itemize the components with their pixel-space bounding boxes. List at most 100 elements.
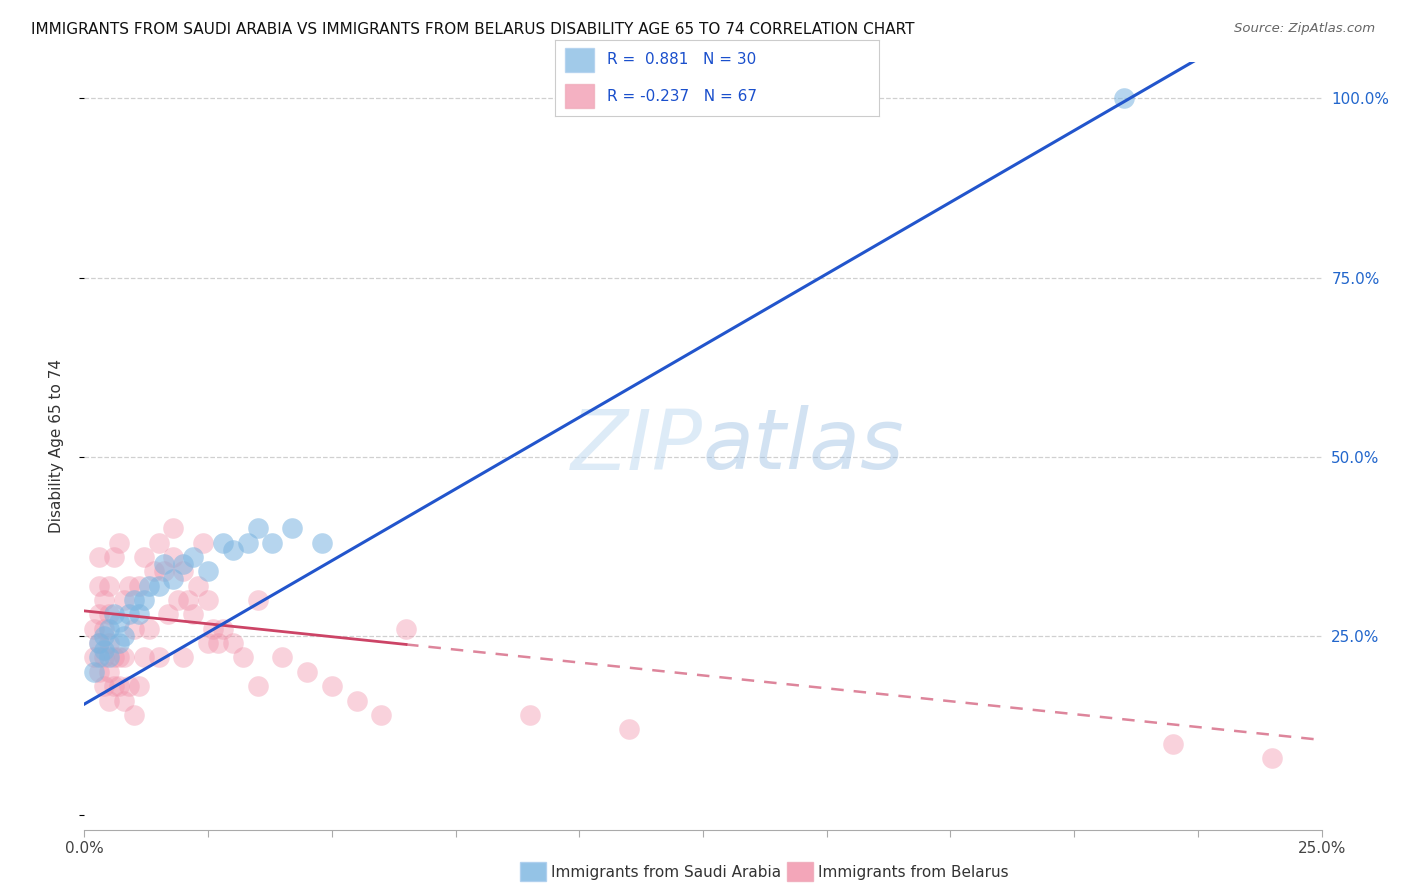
Point bbox=[1112, 91, 1135, 105]
Text: IMMIGRANTS FROM SAUDI ARABIA VS IMMIGRANTS FROM BELARUS DISABILITY AGE 65 TO 74 : IMMIGRANTS FROM SAUDI ARABIA VS IMMIGRAN… bbox=[31, 22, 914, 37]
Point bbox=[212, 622, 235, 636]
Point bbox=[162, 550, 184, 565]
Point bbox=[142, 565, 165, 579]
Point bbox=[122, 593, 145, 607]
Point bbox=[167, 593, 190, 607]
Point bbox=[191, 536, 214, 550]
Text: R = -0.237   N = 67: R = -0.237 N = 67 bbox=[607, 88, 756, 103]
Point bbox=[89, 650, 111, 665]
Point bbox=[138, 579, 160, 593]
Point bbox=[222, 636, 245, 650]
Point bbox=[93, 679, 115, 693]
Point bbox=[132, 593, 155, 607]
Point bbox=[148, 650, 170, 665]
Point bbox=[321, 679, 343, 693]
Point bbox=[93, 629, 115, 643]
Point bbox=[132, 650, 155, 665]
Point bbox=[181, 550, 204, 565]
Point bbox=[246, 521, 269, 535]
Y-axis label: Disability Age 65 to 74: Disability Age 65 to 74 bbox=[49, 359, 63, 533]
Point bbox=[222, 543, 245, 558]
Point bbox=[112, 693, 135, 707]
Point bbox=[93, 643, 115, 657]
Point bbox=[202, 622, 225, 636]
Point bbox=[148, 536, 170, 550]
Point bbox=[207, 636, 229, 650]
Point bbox=[83, 622, 105, 636]
Point bbox=[236, 536, 259, 550]
Point bbox=[162, 572, 184, 586]
Point bbox=[93, 593, 115, 607]
Point bbox=[157, 607, 180, 622]
Point bbox=[1161, 737, 1184, 751]
Point bbox=[122, 622, 145, 636]
Point bbox=[122, 707, 145, 722]
Point bbox=[98, 607, 121, 622]
Point bbox=[108, 650, 131, 665]
Point bbox=[172, 565, 194, 579]
Point bbox=[172, 650, 194, 665]
Point bbox=[197, 636, 219, 650]
Point bbox=[98, 636, 121, 650]
Point bbox=[370, 707, 392, 722]
Point bbox=[89, 550, 111, 565]
Point bbox=[112, 629, 135, 643]
Point bbox=[271, 650, 294, 665]
Point bbox=[98, 650, 121, 665]
Text: ZIP: ZIP bbox=[571, 406, 703, 486]
Point bbox=[89, 665, 111, 679]
Point bbox=[148, 579, 170, 593]
Point bbox=[346, 693, 368, 707]
Point bbox=[112, 650, 135, 665]
Point bbox=[152, 558, 174, 572]
Point bbox=[246, 593, 269, 607]
Point bbox=[103, 679, 125, 693]
Point bbox=[177, 593, 200, 607]
Point bbox=[197, 593, 219, 607]
Text: Source: ZipAtlas.com: Source: ZipAtlas.com bbox=[1234, 22, 1375, 36]
Point bbox=[395, 622, 418, 636]
Point bbox=[118, 679, 141, 693]
Point bbox=[118, 579, 141, 593]
Point bbox=[98, 579, 121, 593]
Point bbox=[172, 558, 194, 572]
Point bbox=[98, 665, 121, 679]
Point bbox=[212, 536, 235, 550]
Point bbox=[281, 521, 304, 535]
Point bbox=[93, 650, 115, 665]
Point bbox=[108, 636, 131, 650]
Text: atlas: atlas bbox=[703, 406, 904, 486]
Point bbox=[232, 650, 254, 665]
FancyBboxPatch shape bbox=[565, 47, 595, 72]
Point bbox=[617, 722, 640, 736]
Point bbox=[138, 622, 160, 636]
Point bbox=[1261, 751, 1284, 765]
Point bbox=[181, 607, 204, 622]
Point bbox=[89, 636, 111, 650]
Point bbox=[112, 593, 135, 607]
Point bbox=[103, 650, 125, 665]
Point bbox=[103, 550, 125, 565]
Text: R =  0.881   N = 30: R = 0.881 N = 30 bbox=[607, 53, 756, 68]
Point bbox=[118, 607, 141, 622]
Text: Immigrants from Belarus: Immigrants from Belarus bbox=[818, 865, 1010, 880]
Point bbox=[108, 615, 131, 629]
Point bbox=[93, 622, 115, 636]
Point bbox=[103, 607, 125, 622]
Point bbox=[132, 550, 155, 565]
Point bbox=[89, 579, 111, 593]
Point bbox=[89, 636, 111, 650]
Point bbox=[246, 679, 269, 693]
Point bbox=[108, 536, 131, 550]
Point bbox=[187, 579, 209, 593]
Point bbox=[108, 679, 131, 693]
Point bbox=[262, 536, 284, 550]
Point bbox=[89, 607, 111, 622]
Point bbox=[162, 521, 184, 535]
Point bbox=[295, 665, 318, 679]
Point bbox=[519, 707, 541, 722]
Point bbox=[83, 650, 105, 665]
Point bbox=[98, 693, 121, 707]
Text: Immigrants from Saudi Arabia: Immigrants from Saudi Arabia bbox=[551, 865, 782, 880]
Point bbox=[98, 622, 121, 636]
